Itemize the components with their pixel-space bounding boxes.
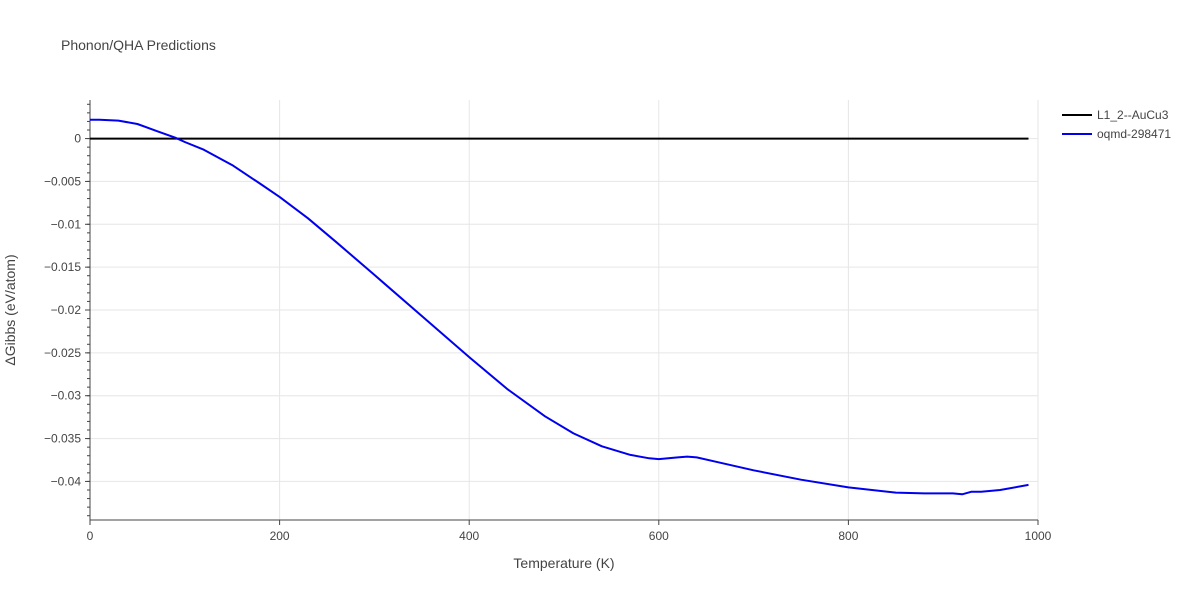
- legend-label: L1_2--AuCu3: [1097, 108, 1169, 122]
- x-tick-label: 1000: [1025, 529, 1052, 543]
- x-tick-label: 800: [838, 529, 858, 543]
- x-tick-label: 200: [270, 529, 290, 543]
- legend-item[interactable]: oqmd-298471: [1062, 127, 1171, 141]
- x-tick-label: 400: [459, 529, 479, 543]
- series-layer: [90, 118, 1029, 496]
- y-tick-label: −0.005: [44, 174, 81, 188]
- y-tick-label: −0.015: [44, 260, 81, 274]
- x-tick-label: 0: [87, 529, 94, 543]
- y-tick-label: −0.035: [44, 432, 81, 446]
- legend-label: oqmd-298471: [1097, 127, 1171, 141]
- y-tick-label: −0.04: [51, 474, 82, 488]
- legend-item[interactable]: L1_2--AuCu3: [1062, 108, 1169, 122]
- axis-layer: 0 −0.005 −0.01 −0.015 −0.02 −0.025 −0.03 −0.035…: [44, 100, 1052, 543]
- y-axis-title: ΔGibbs (eV/atom): [2, 254, 18, 365]
- chart-title: Phonon/QHA Predictions: [61, 37, 216, 53]
- y-tick-label: −0.02: [51, 303, 82, 317]
- series-line-2: [90, 118, 1029, 496]
- legend[interactable]: L1_2--AuCu3 oqmd-298471: [1062, 108, 1171, 141]
- grid-layer: [90, 100, 1039, 520]
- x-axis-title: Temperature (K): [513, 555, 614, 571]
- y-tick-label: −0.03: [51, 389, 82, 403]
- y-tick-label: 0: [74, 132, 81, 146]
- y-tick-label: −0.01: [51, 217, 82, 231]
- y-tick-label: −0.025: [44, 346, 81, 360]
- x-tick-label: 600: [649, 529, 669, 543]
